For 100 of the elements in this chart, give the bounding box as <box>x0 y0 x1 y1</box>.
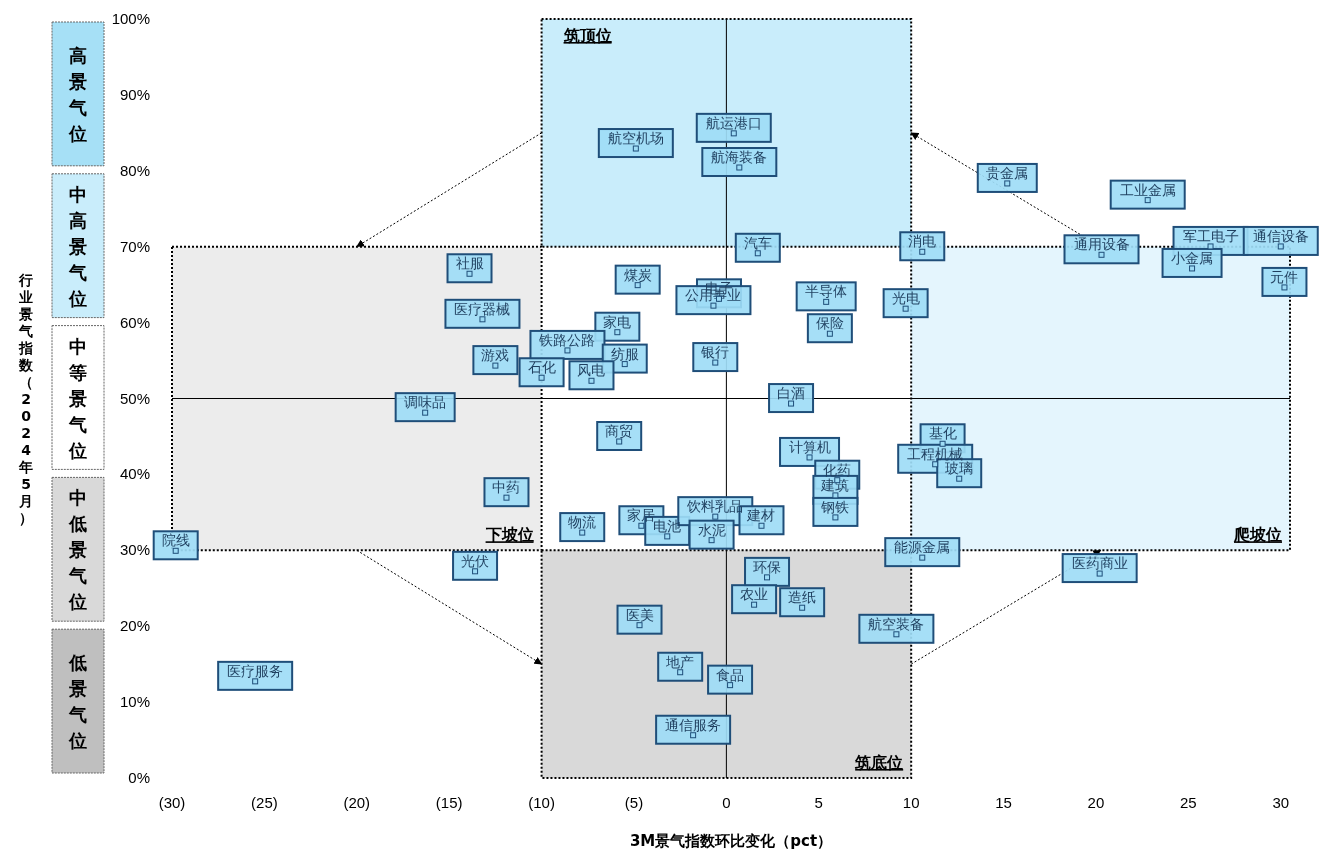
point <box>712 513 719 520</box>
point <box>823 298 830 305</box>
band-label: 筑底位 <box>854 753 904 772</box>
y-tick-label: 50% <box>119 389 150 407</box>
y-tick-label: 90% <box>119 85 150 103</box>
data-label: 航运港口 <box>705 114 762 131</box>
point <box>919 248 926 255</box>
point <box>466 270 473 277</box>
data-label: 医疗器械 <box>454 300 511 317</box>
data-label: 军工电子 <box>1182 227 1239 244</box>
data-label: 元件 <box>1270 268 1299 285</box>
point <box>710 302 717 309</box>
point <box>1277 243 1284 250</box>
data-label: 白酒 <box>777 385 806 402</box>
data-label: 钢铁 <box>820 498 850 515</box>
text: 中等景气位 <box>68 335 87 461</box>
data-label: 院线 <box>161 532 190 549</box>
point <box>538 374 545 381</box>
point <box>621 361 628 368</box>
data-label: 物流 <box>568 514 597 531</box>
data-label: 电池 <box>653 517 682 534</box>
data-label: 航空装备 <box>868 615 925 632</box>
y-tick-label: 70% <box>119 237 150 255</box>
text: 低景气位 <box>68 652 87 752</box>
data-label: 医美 <box>625 606 654 623</box>
point <box>751 601 758 608</box>
point <box>788 400 795 407</box>
data-label: 铁路公路 <box>538 331 596 348</box>
data-label: 能源金属 <box>894 539 951 556</box>
point <box>727 682 734 689</box>
y-tick-label: 20% <box>119 617 150 635</box>
point <box>832 514 839 521</box>
point <box>588 377 595 384</box>
data-label: 风电 <box>577 362 606 379</box>
data-label: 造纸 <box>788 589 817 606</box>
data-label: 基化 <box>928 425 957 442</box>
point <box>754 250 761 257</box>
point <box>632 145 639 152</box>
point <box>1096 570 1103 577</box>
data-label: 贵金属 <box>986 164 1029 181</box>
x-tick-label: 30 <box>1272 794 1290 811</box>
data-label: 通信服务 <box>665 716 722 733</box>
data-label: 水泥 <box>697 521 726 538</box>
y-tick-label: 30% <box>119 541 150 559</box>
data-label: 保险 <box>815 315 844 332</box>
point <box>172 547 179 554</box>
x-tick-label: 25 <box>1180 794 1197 811</box>
data-label: 农业 <box>740 586 769 603</box>
y-tick-label: 10% <box>119 693 150 711</box>
x-tick-label: 20 <box>1087 794 1105 811</box>
point <box>932 461 939 468</box>
data-label: 工程机械 <box>907 445 964 462</box>
point <box>956 475 963 482</box>
text: 高景气位 <box>68 44 87 144</box>
point <box>690 732 697 739</box>
y-tick-label: 100% <box>111 10 150 27</box>
data-label: 游戏 <box>481 347 510 364</box>
point <box>893 631 900 638</box>
point <box>712 359 719 366</box>
x-tick-label: (10) <box>528 794 555 811</box>
point <box>564 347 571 354</box>
point <box>503 494 510 501</box>
y-tick-label: 60% <box>119 313 150 331</box>
point <box>730 130 737 137</box>
x-tick-label: (5) <box>624 794 644 811</box>
band-label: 下坡位 <box>484 525 534 545</box>
data-label: 玻璃 <box>945 460 974 477</box>
point <box>579 529 586 536</box>
text: 中低景气位 <box>68 487 87 613</box>
point <box>1144 197 1151 204</box>
point <box>252 678 259 685</box>
data-label: 通用设备 <box>1073 236 1130 253</box>
point <box>758 522 765 529</box>
band-label: 爬坡位 <box>1233 525 1282 545</box>
y-tick-label: 0% <box>128 769 150 786</box>
text: 行业景气指数（2024年5月） <box>19 271 33 526</box>
point <box>799 604 806 611</box>
data-label: 航空机场 <box>607 130 664 147</box>
x-tick-label: (30) <box>158 794 186 811</box>
x-tick-label: (20) <box>343 794 371 811</box>
data-label: 医疗服务 <box>227 662 284 679</box>
x-tick-label: (25) <box>251 794 278 811</box>
point <box>919 554 926 561</box>
data-label: 银行 <box>700 344 730 361</box>
data-label: 饮料乳品 <box>686 498 744 515</box>
point <box>1207 243 1214 250</box>
data-label: 环保 <box>753 558 782 575</box>
point <box>636 622 643 629</box>
data-label: 纺服 <box>610 345 639 362</box>
point <box>826 330 833 337</box>
data-label: 社服 <box>455 255 484 272</box>
point <box>806 454 813 461</box>
point <box>1189 265 1196 272</box>
point <box>634 282 641 289</box>
point <box>1281 284 1288 291</box>
point <box>832 492 839 499</box>
data-label: 光电 <box>891 290 920 307</box>
data-label: 通信设备 <box>1252 227 1309 244</box>
point <box>422 409 429 416</box>
data-label: 食品 <box>716 666 745 683</box>
